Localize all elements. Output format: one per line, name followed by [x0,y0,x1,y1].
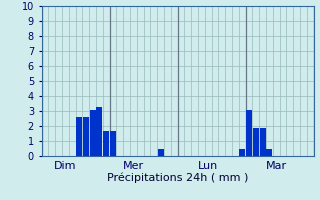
Bar [96,106,102,156]
Bar [103,130,109,156]
Bar [90,110,96,156]
Bar [266,148,272,156]
Bar [110,130,116,156]
Bar [260,128,266,156]
Bar [253,128,259,156]
Bar [246,110,252,156]
Bar [83,117,89,156]
Bar [239,148,245,156]
Bar [157,148,164,156]
X-axis label: Précipitations 24h ( mm ): Précipitations 24h ( mm ) [107,172,248,183]
Bar [76,117,82,156]
